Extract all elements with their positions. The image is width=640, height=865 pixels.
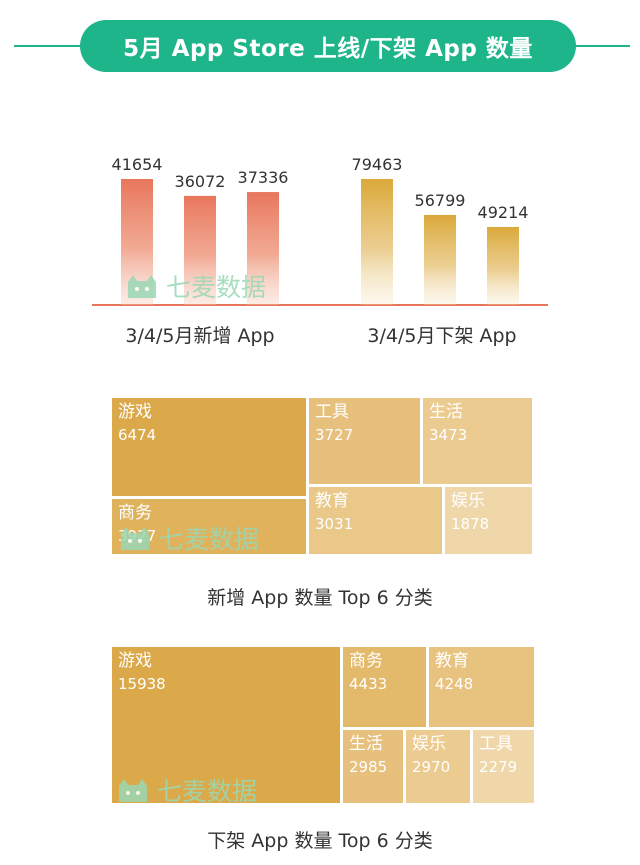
- removed-apps-treemap-cell-2-name: 商务: [349, 651, 383, 671]
- removed-apps-treemap-cell-2-value: 4433: [349, 675, 388, 693]
- removed-apps-treemap: 游戏 15938 商务 4433 教育 4248 生活 2985 娱乐 2970 工具 2279: [112, 647, 534, 803]
- page-title: 5月 App Store 上线/下架 App 数量: [80, 20, 576, 72]
- new-apps-treemap-cell-5-value: 3031: [315, 515, 354, 533]
- new-bar-1-label: 41654: [112, 155, 163, 174]
- removed-apps-treemap-cell-3-value: 4248: [435, 675, 474, 693]
- new-apps-treemap-cell-6-name: 娱乐: [451, 491, 485, 511]
- new-bar-1: [121, 179, 153, 305]
- new-bar-2: [184, 195, 216, 305]
- new-apps-treemap-cell-5: 教育 3031: [309, 487, 442, 554]
- new-apps-treemap-cell-2-name: 工具: [315, 402, 349, 422]
- new-apps-xlabel: 3/4/5月新增 App: [125, 325, 274, 347]
- removed-apps-xlabel: 3/4/5月下架 App: [367, 325, 516, 347]
- removed-apps-treemap-cell-6: 工具 2279: [473, 730, 534, 803]
- removed-apps-treemap-cell-4-value: 2985: [349, 758, 388, 776]
- new-bar-2-label: 36072: [175, 172, 226, 191]
- new-apps-treemap-cell-4-value: 3927: [118, 527, 157, 545]
- removed-apps-bars: 79463 56799 49214: [352, 155, 529, 305]
- new-apps-treemap-cell-1: 游戏 6474: [112, 398, 306, 496]
- new-apps-treemap-cell-4-name: 商务: [118, 503, 152, 523]
- removed-bar-2: [424, 214, 456, 305]
- removed-apps-treemap-cell-1-value: 15938: [118, 675, 166, 693]
- new-apps-treemap-cell-3: 生活 3473: [423, 398, 532, 484]
- new-apps-treemap-cell-6: 娱乐 1878: [445, 487, 532, 554]
- new-apps-treemap-cell-4: 商务 3927: [112, 499, 306, 554]
- removed-bar-3-label: 49214: [478, 203, 529, 222]
- bar-chart: 41654 36072 37336 79463 56799 49214 3/4/5月新增…: [92, 155, 548, 347]
- removed-bar-1: [361, 179, 393, 305]
- removed-apps-treemap-cell-1-name: 游戏: [118, 651, 152, 671]
- new-apps-treemap-cell-2: 工具 3727: [309, 398, 420, 484]
- new-apps-treemap-cell-2-value: 3727: [315, 426, 354, 444]
- removed-bar-3: [487, 226, 519, 305]
- header-line-right: [570, 45, 630, 47]
- removed-bar-2-label: 56799: [415, 191, 466, 210]
- removed-apps-treemap-cell-6-name: 工具: [479, 734, 513, 754]
- new-apps-treemap-cell-6-value: 1878: [451, 515, 490, 533]
- new-apps-treemap-caption: 新增 App 数量 Top 6 分类: [207, 587, 433, 609]
- new-apps-treemap-cell-1-name: 游戏: [118, 402, 152, 422]
- new-bar-3-label: 37336: [238, 168, 289, 187]
- new-bar-3: [247, 192, 279, 305]
- removed-apps-treemap-cell-5: 娱乐 2970: [406, 730, 470, 803]
- removed-apps-treemap-cell-5-value: 2970: [412, 758, 451, 776]
- removed-apps-treemap-cell-2: 商务 4433: [343, 647, 426, 727]
- removed-apps-treemap-cell-6-value: 2279: [479, 758, 518, 776]
- removed-apps-treemap-cell-3: 教育 4248: [429, 647, 534, 727]
- removed-apps-treemap-cell-1: 游戏 15938: [112, 647, 340, 803]
- removed-apps-treemap-cell-3-name: 教育: [435, 651, 469, 671]
- removed-bar-1-label: 79463: [352, 155, 403, 174]
- removed-apps-treemap-cell-4: 生活 2985: [343, 730, 403, 803]
- new-apps-treemap-cell-3-value: 3473: [429, 426, 468, 444]
- header-line-left: [14, 45, 84, 47]
- new-apps-treemap: 游戏 6474 工具 3727 生活 3473 商务 3927 教育 3031 娱乐 1878: [112, 398, 532, 554]
- header-banner: 5月 App Store 上线/下架 App 数量: [0, 18, 640, 74]
- new-apps-treemap-cell-3-name: 生活: [429, 402, 463, 422]
- new-apps-bars: 41654 36072 37336: [112, 155, 289, 305]
- new-apps-treemap-cell-5-name: 教育: [315, 491, 349, 511]
- removed-apps-treemap-cell-4-name: 生活: [349, 734, 383, 754]
- new-apps-treemap-cell-1-value: 6474: [118, 426, 157, 444]
- removed-apps-treemap-cell-5-name: 娱乐: [412, 734, 446, 754]
- removed-apps-treemap-caption: 下架 App 数量 Top 6 分类: [207, 830, 433, 852]
